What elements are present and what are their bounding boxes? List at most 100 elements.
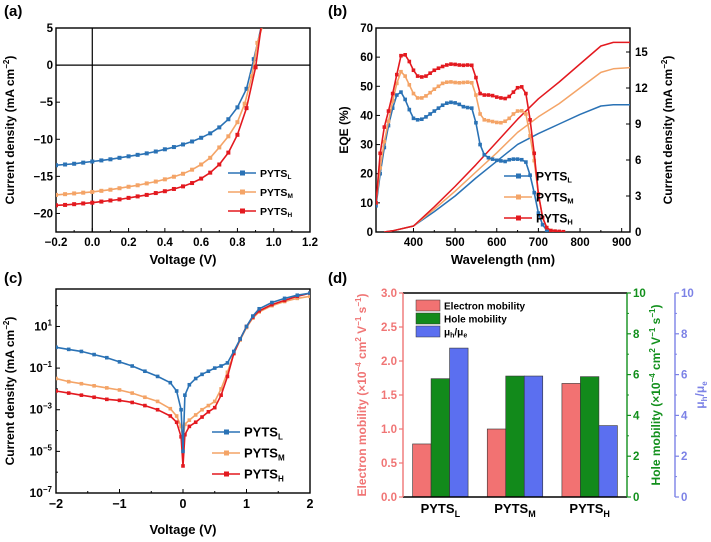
panel-a-series-H-point-2	[72, 202, 77, 207]
panel-b-xtick-label-2: 600	[487, 237, 506, 249]
panel-c-ytick-exp-1: −5	[43, 443, 53, 452]
panel-d-ylabel-right1-sup4: −1	[648, 308, 657, 318]
panel-a-series-H-point-6	[108, 198, 113, 203]
panel-c-series-H-point-19	[219, 393, 223, 397]
panel-b-eqe-H-point-29	[494, 95, 499, 99]
panel-b-eqe-spectra: 400 500 600 700 800 9000102030405060700369121…	[337, 23, 675, 267]
panel-a-xlabel: Voltage (V)	[150, 252, 217, 267]
panel-a-series-M-point-22	[249, 74, 254, 79]
panel-a-series-M-point-8	[126, 184, 131, 189]
bar-ratio-PYTS_M	[523, 375, 544, 498]
panel-b-eqe-M-point-21	[461, 80, 466, 85]
panel-a-ytick-label-2: −5	[40, 97, 54, 109]
panel-c-series-L-point-9	[168, 380, 173, 385]
panel-a-series-group	[56, 28, 263, 208]
panel-c-series-H-point-18	[212, 405, 217, 410]
panel-c-series-L-point-16	[200, 372, 204, 377]
panel-c-series-M-point-19	[219, 387, 223, 391]
panel-c-series-M-point-29	[308, 294, 310, 299]
panel-d-ylabel-right1-mid: cm	[649, 353, 663, 374]
panel-a-series-L-point-11	[153, 149, 158, 154]
panel-b-xtick-label-4: 800	[570, 237, 589, 249]
panel-a-series-M-point-14	[181, 171, 185, 176]
panel-c-series-L-point-19	[219, 364, 223, 368]
panel-a-series-M-point-16	[199, 162, 204, 167]
panel-c-series-H-point-13	[183, 432, 187, 437]
panel-c-series-M-point-5	[117, 388, 122, 392]
panel-a-series-M-point-17	[208, 155, 213, 160]
panel-b-eqe-M-point-24	[474, 93, 478, 97]
panel-c-series-M-point-6	[130, 391, 134, 395]
panel-a-series-H-point-14	[181, 184, 185, 189]
panel-d-legend-ratio-h: h	[450, 333, 454, 340]
panel-c-series-H-point-17	[206, 410, 211, 414]
panel-c-series-L-point-24	[251, 314, 255, 318]
panel-d-legend-ratio-slash: /μ	[454, 328, 463, 339]
panel-d-ylabel-right1-end: s	[649, 317, 663, 327]
panel-b-eqe-M-point-33	[511, 112, 516, 116]
panel-c-series-H-point-4	[105, 397, 109, 402]
panel-d-ytick-right2-label-4: 8	[681, 329, 688, 341]
panel-b-eqe-M-point-29	[494, 120, 499, 125]
panel-d-legend-label-ratio: μh/μe	[444, 328, 467, 340]
panel-b-legend-M-label-sub: M	[567, 197, 573, 206]
panel-c-series-H-point-11	[179, 434, 183, 439]
panel-b-eqe-M-point-18	[449, 80, 453, 84]
panel-c-series-H-point-2	[79, 393, 84, 397]
panel-d-ylabel-left-sup: −4	[354, 362, 363, 372]
panel-b-eqe-M-point-37	[528, 134, 532, 138]
panel-c-series-group	[56, 291, 310, 468]
panel-b-eqe-H-point-8	[407, 59, 412, 64]
panel-label-a: (a)	[4, 3, 22, 20]
panel-a-ytick-label-1: 0	[47, 60, 53, 72]
panel-b-eqe-H-point-34	[515, 85, 520, 90]
panel-b-legend-L-label-base: PYTS	[536, 169, 567, 183]
panel-d-ytick-right2-label-3: 6	[681, 370, 687, 382]
panel-d-ylabel-right1-sup: −4	[648, 373, 657, 383]
panel-a-series-L-point-21	[244, 86, 249, 91]
panel-b-eqe-L-point-29	[494, 158, 499, 163]
panel-b-eqe-M-point-25	[478, 112, 482, 116]
panel-c-series-L-point-11	[179, 407, 183, 412]
panel-b-series-group	[376, 41, 630, 232]
panel-b-eqe-M-point-20	[457, 80, 462, 85]
panel-b-eqe-L-point-15	[436, 106, 441, 110]
panel-c-series-L-point-5	[117, 360, 122, 364]
panel-c-ytick-label-0: 10−7	[30, 485, 53, 500]
panel-c-series-L-point-10	[174, 389, 179, 393]
panel-c-series-H-point-3	[92, 395, 96, 400]
panel-c-ytick-base-4: 10	[34, 319, 48, 333]
panel-a-series-L	[56, 28, 262, 166]
panel-b-eqe-H-point-23	[469, 63, 474, 68]
bar-category-label-1: PYTSM	[494, 501, 535, 519]
panel-c-legend-L-label-sub: L	[278, 432, 283, 441]
panel-d-legend-swatch-ratio	[415, 325, 441, 338]
panel-a-series-H-point-13	[171, 186, 176, 191]
panel-b-eqe-M-point-1	[378, 166, 382, 170]
panel-a-series-L-point-13	[171, 145, 176, 150]
panel-b-eqe-M-point-12	[424, 94, 428, 98]
panel-a-series-M-point-13	[171, 174, 176, 179]
bar-category-label-0: PYTSL	[421, 501, 461, 519]
panel-d-ylabel-right1-sup2: 2	[648, 348, 657, 353]
panel-d-ytick-right2-label-0: 0	[681, 492, 687, 504]
panel-d-ytick-right1-label-1: 2	[633, 451, 639, 463]
panel-a-series-M-point-1	[63, 192, 68, 197]
panel-a-series-L-point-1	[63, 162, 68, 167]
panel-b-eqe-H-point-6	[399, 53, 403, 58]
panel-b-eqe-L-point-27	[486, 155, 491, 160]
panel-b-eqe-H-point-26	[482, 93, 487, 97]
panel-d-legend-label-hole: Hole mobility	[444, 315, 507, 326]
panel-a-ytick-label-4: −15	[33, 171, 53, 183]
panel-b-eqe-M-point-19	[453, 80, 457, 85]
panel-b-ytick-label-2: 20	[360, 169, 373, 181]
panel-b-eqe-H-point-20	[457, 63, 462, 67]
panel-b-eqe-H-point-41	[544, 225, 549, 230]
panel-a-series-L-point-5	[99, 158, 104, 163]
panel-c-series-M-point-16	[200, 407, 204, 412]
panel-c-ytick-exp-3: −1	[43, 360, 53, 369]
panel-a-series-H-point-0	[56, 203, 58, 208]
panel-a-series-H-point-7	[117, 197, 122, 202]
panel-b-ytick-label-0: 0	[367, 227, 373, 239]
